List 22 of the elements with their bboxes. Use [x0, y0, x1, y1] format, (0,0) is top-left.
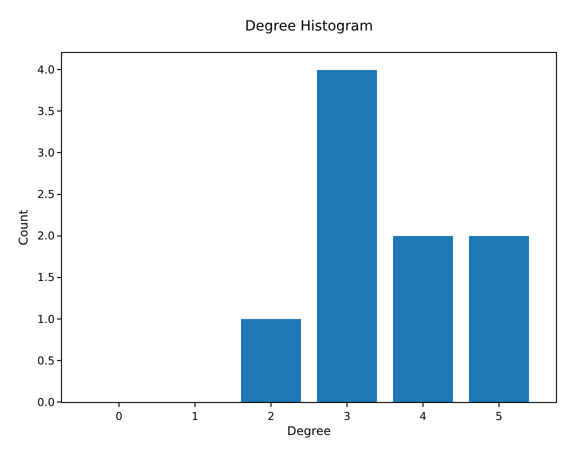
- x-tick-label: 1: [192, 410, 198, 424]
- y-tick-label: 3.0: [37, 146, 55, 160]
- y-tick-label: 2.0: [37, 230, 55, 243]
- y-tick-label: 0.0: [37, 396, 55, 409]
- y-tick-label: 2.5: [37, 188, 55, 202]
- y-axis-title: Count: [16, 209, 31, 246]
- y-tick-label: 0.5: [37, 354, 55, 368]
- x-axis-title: Degree: [287, 424, 331, 438]
- y-tick-label: 3.5: [37, 105, 55, 118]
- y-tick-label: 1.0: [37, 312, 55, 326]
- bar: [469, 236, 529, 402]
- x-tick-label: 2: [268, 410, 274, 424]
- x-tick-label: 3: [344, 410, 350, 424]
- bar: [317, 70, 377, 402]
- x-tick-label: 4: [420, 410, 426, 424]
- bar: [393, 236, 453, 402]
- bar: [241, 319, 301, 402]
- y-tick-label: 1.5: [37, 271, 55, 284]
- x-tick-label: 5: [496, 410, 502, 424]
- chart-title: Degree Histogram: [245, 18, 374, 34]
- y-tick-label: 4.0: [37, 63, 55, 76]
- x-tick-label: 0: [116, 410, 122, 424]
